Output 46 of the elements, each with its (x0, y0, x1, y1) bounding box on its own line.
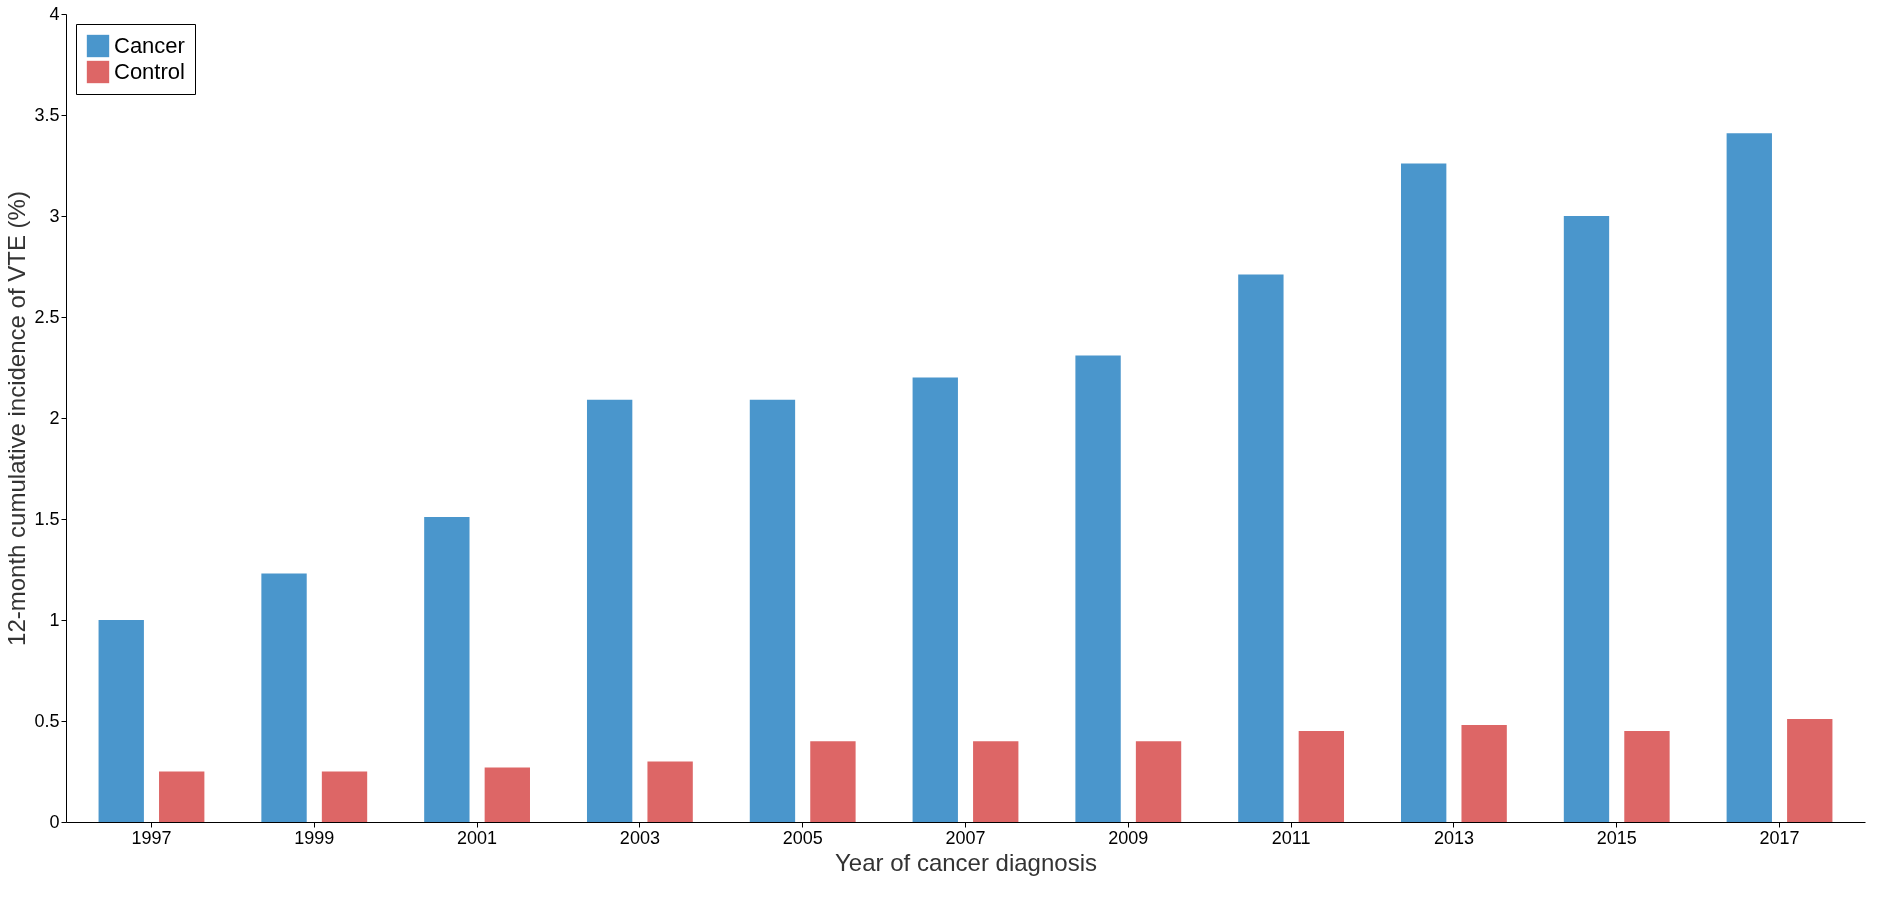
y-tick-label: 3.5 (34, 104, 60, 125)
bar (484, 767, 530, 822)
bar (1461, 725, 1507, 822)
bar (973, 741, 1019, 822)
y-tick-label: 1.5 (34, 508, 60, 529)
bar (1298, 731, 1345, 822)
x-tick-label: 2011 (1271, 827, 1311, 848)
y-tick-label: 2.5 (34, 306, 60, 327)
x-tick-label: 2005 (782, 827, 823, 848)
bar (1787, 718, 1833, 822)
x-tick-label: 2001 (457, 827, 498, 848)
bar (749, 399, 796, 822)
y-tick-label: 0 (49, 811, 60, 832)
x-tick-label: 1997 (131, 827, 172, 848)
bar (159, 771, 205, 822)
bar (1726, 133, 1772, 822)
bar (98, 620, 144, 822)
bar (321, 771, 368, 822)
y-tick-label: 1 (49, 609, 60, 630)
y-tick-label: 3 (49, 205, 60, 226)
x-tick-label: 1999 (294, 827, 335, 848)
bar (1075, 355, 1121, 822)
x-axis-title: Year of cancer diagnosis (835, 848, 1097, 876)
bar (424, 516, 470, 822)
bar (1401, 163, 1447, 822)
x-tick-label: 2017 (1759, 827, 1800, 848)
y-tick-label: 4 (49, 3, 60, 24)
x-tick-label: 2009 (1108, 827, 1149, 848)
bar (261, 573, 307, 822)
y-axis-title: 12-month cumulative incidence of VTE (%) (3, 191, 31, 646)
bar (1238, 274, 1284, 822)
bar (586, 399, 633, 822)
x-tick-label: 2003 (619, 827, 660, 848)
bar (1563, 216, 1610, 822)
x-tick-label: 2007 (945, 827, 986, 848)
bar (912, 377, 958, 822)
bar (810, 741, 856, 822)
y-tick-label: 0.5 (34, 710, 60, 731)
bar (1135, 741, 1182, 822)
bar (1624, 731, 1670, 822)
y-tick-label: 2 (49, 407, 60, 428)
legend-label: Control (114, 59, 185, 84)
x-tick-label: 2013 (1433, 827, 1474, 848)
x-tick-label: 2015 (1596, 827, 1637, 848)
legend-label: Cancer (114, 33, 185, 58)
bar (647, 761, 693, 822)
